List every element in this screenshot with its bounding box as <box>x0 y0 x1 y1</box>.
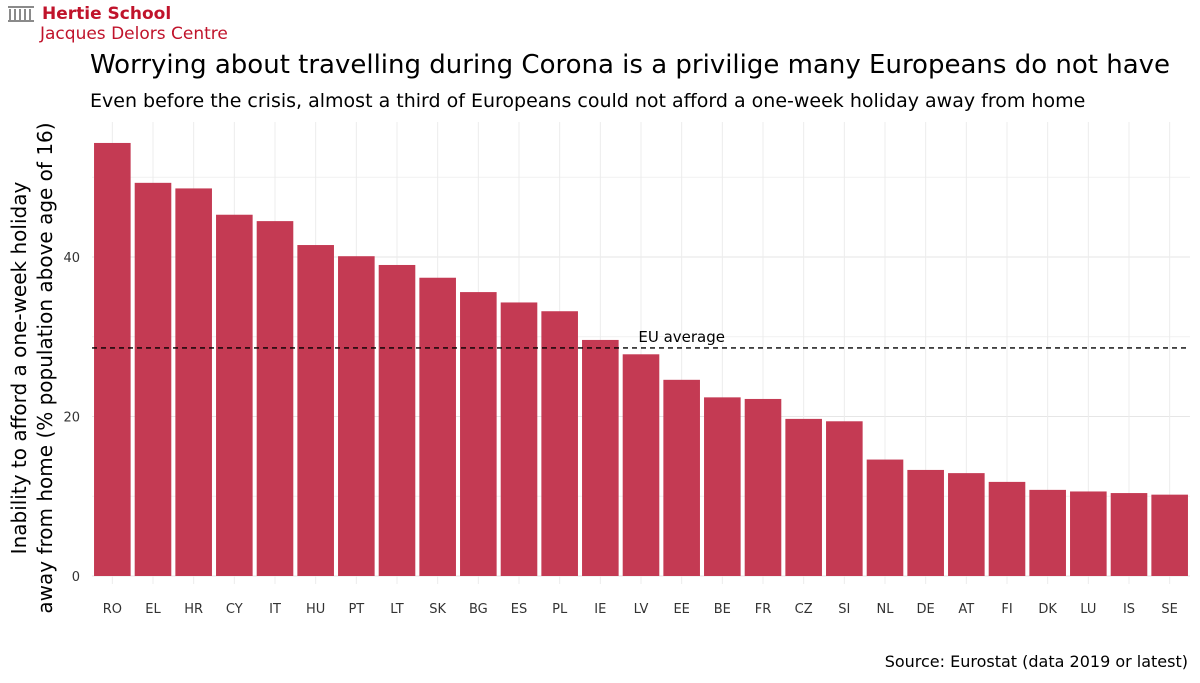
brand-subname: Jacques Delors Centre <box>40 24 228 44</box>
bar-hr <box>175 188 212 577</box>
bar-lu <box>1070 491 1107 576</box>
x-tick-label: SK <box>429 602 446 617</box>
bar-be <box>704 397 741 576</box>
x-tick-label: SI <box>838 602 850 617</box>
bar-fi <box>988 481 1026 576</box>
bar-bg <box>460 292 497 576</box>
x-tick-label: PL <box>552 602 568 617</box>
x-tick-label: LV <box>634 602 649 617</box>
reference-line-group: EU average <box>92 328 1190 349</box>
bar-it <box>256 221 294 577</box>
x-tick-label: SE <box>1161 602 1177 617</box>
x-tick-label: ES <box>511 602 527 617</box>
x-tick-label: NL <box>877 602 895 617</box>
x-tick-label: BE <box>714 602 731 617</box>
bar-at <box>948 473 985 576</box>
bar-de <box>907 469 944 576</box>
y-tick-label: 20 <box>63 411 80 426</box>
x-tick-label: IT <box>269 602 281 617</box>
bar-lt <box>378 264 416 576</box>
x-tick-label: CY <box>226 602 243 617</box>
bar-se <box>1151 494 1188 576</box>
bar-is <box>1110 493 1148 576</box>
bar-hu <box>297 245 334 576</box>
source-note: Source: Eurostat (data 2019 or latest) <box>884 652 1188 671</box>
x-tick-label: LT <box>390 602 403 617</box>
y-axis-ticks: 0 20 40 <box>63 251 80 585</box>
x-tick-label: CZ <box>795 602 813 617</box>
chart-title: Worrying about travelling during Corona … <box>90 50 1171 80</box>
x-tick-label: AT <box>958 602 974 617</box>
bar-dk <box>1029 489 1066 576</box>
x-tick-label: FI <box>1001 602 1012 617</box>
x-tick-label: IE <box>594 602 606 617</box>
x-tick-label: LU <box>1080 602 1096 617</box>
bar-pt <box>338 256 375 576</box>
hertie-columns-icon <box>8 6 34 22</box>
bar-sk <box>419 277 456 576</box>
x-tick-label: DE <box>917 602 935 617</box>
bar-cz <box>785 418 822 576</box>
chart-subtitle: Even before the crisis, almost a third o… <box>90 90 1086 112</box>
x-tick-label: DK <box>1038 602 1057 617</box>
bar-pl <box>541 311 578 576</box>
bar-ro <box>94 142 131 576</box>
x-tick-label: FR <box>755 602 772 617</box>
x-tick-label: HR <box>184 602 203 617</box>
y-tick-label: 0 <box>72 570 80 585</box>
bar-es <box>500 302 538 576</box>
reference-line-label: EU average <box>638 328 725 346</box>
bar-nl <box>866 459 904 576</box>
brand-name: Hertie School <box>42 4 172 24</box>
bar-cy <box>216 214 253 577</box>
bar-el <box>134 182 172 576</box>
x-tick-label: HU <box>306 602 325 617</box>
bar-si <box>826 421 863 576</box>
y-tick-label: 40 <box>63 251 80 266</box>
x-tick-label: RO <box>103 602 122 617</box>
x-tick-label: EE <box>673 602 689 617</box>
bar-fr <box>744 398 782 576</box>
bar-ie <box>582 339 619 576</box>
x-tick-label: PT <box>348 602 364 617</box>
x-tick-label: EL <box>145 602 161 617</box>
x-axis-ticks: RO EL HR CY IT HU PT LT SK BG ES PL IE LV EE BE FR CZ SI NL… <box>103 602 1178 617</box>
bar-lv <box>622 354 660 576</box>
bar-ee <box>663 379 700 576</box>
x-tick-label: BG <box>469 602 488 617</box>
x-tick-label: IS <box>1123 602 1135 617</box>
